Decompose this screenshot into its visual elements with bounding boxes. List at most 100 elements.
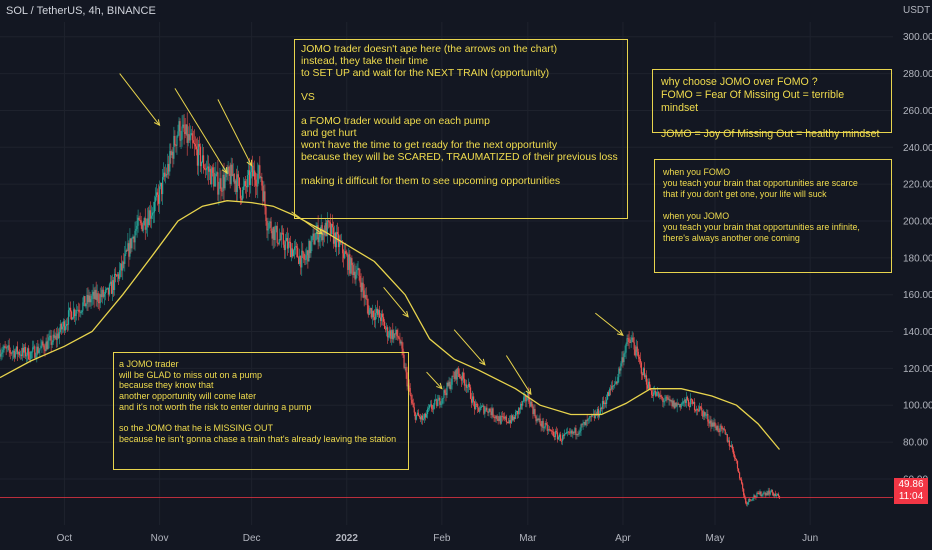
candle-body xyxy=(756,492,758,498)
candle-body xyxy=(327,220,329,222)
candle-body xyxy=(760,491,762,497)
candle-body xyxy=(510,415,513,424)
candle-body xyxy=(753,495,755,499)
time-tick-label: Feb xyxy=(433,533,451,544)
candle-body xyxy=(5,347,7,349)
candle-body xyxy=(342,241,344,254)
candle-body xyxy=(100,294,102,298)
candle-body xyxy=(446,382,448,396)
candle-body xyxy=(675,402,677,407)
candle-body xyxy=(615,381,617,385)
arrow-head xyxy=(479,358,486,366)
candle-body xyxy=(634,349,636,356)
candle-body xyxy=(306,250,308,256)
candle-body xyxy=(73,309,75,318)
candle-body xyxy=(168,163,170,172)
candle-body xyxy=(62,321,65,327)
candle-body xyxy=(117,274,119,277)
candle-body xyxy=(158,186,161,204)
candle-body xyxy=(131,238,133,249)
candle-body xyxy=(404,367,406,369)
candle-body xyxy=(661,396,663,399)
price-tick-label: 80.00 xyxy=(903,438,928,449)
candle-body xyxy=(102,289,104,297)
candle-body xyxy=(453,376,455,379)
candle-body xyxy=(330,223,333,235)
candle-body xyxy=(138,217,140,220)
candle-body xyxy=(632,337,634,343)
candle-body xyxy=(307,250,309,262)
candle-body xyxy=(240,198,243,200)
annotation-why-jomo: why choose JOMO over FOMO ? FOMO = Fear … xyxy=(652,69,892,140)
candle-body xyxy=(457,368,459,374)
candle-body xyxy=(476,404,478,405)
candle-body xyxy=(645,375,648,385)
candle-body xyxy=(754,495,756,497)
candle-body xyxy=(607,392,609,400)
arrow-head xyxy=(246,159,253,167)
price-tick-label: 300.00 xyxy=(903,32,932,43)
candle-body xyxy=(315,232,317,241)
candle-body xyxy=(356,270,358,275)
candle-body xyxy=(61,326,63,330)
candle-body xyxy=(635,346,637,356)
candle-body xyxy=(662,398,664,402)
candle-body xyxy=(360,282,362,292)
candle-body xyxy=(216,172,218,174)
candle-body xyxy=(402,348,404,355)
candle-body xyxy=(631,337,633,340)
candle-body xyxy=(60,323,62,330)
candle-body xyxy=(186,124,188,143)
candle-body xyxy=(696,409,698,411)
candle-body xyxy=(568,431,570,433)
candle-body xyxy=(454,370,456,379)
candle-body xyxy=(203,168,206,170)
candle-body xyxy=(488,408,490,413)
candle-body xyxy=(242,186,245,190)
candle-body xyxy=(285,237,288,242)
candle-body xyxy=(767,490,769,495)
candle-body xyxy=(762,492,764,495)
candle-body xyxy=(444,390,446,393)
candle-body xyxy=(612,385,614,387)
candle-body xyxy=(292,250,295,257)
candle-body xyxy=(641,373,643,376)
candle-body xyxy=(291,248,294,257)
candle-body xyxy=(460,377,462,381)
candle-body xyxy=(86,295,88,304)
candles xyxy=(0,112,781,507)
candle-body xyxy=(256,185,258,187)
candle-body xyxy=(738,472,741,479)
arrow-head xyxy=(221,167,228,175)
candle-body xyxy=(507,421,509,423)
candle-body xyxy=(384,321,386,329)
candle-body xyxy=(690,398,693,400)
candle-body xyxy=(232,173,234,177)
candle-body xyxy=(282,233,284,245)
candle-body xyxy=(243,181,246,187)
candle-body xyxy=(191,133,193,141)
candle-body xyxy=(329,222,331,235)
candle-body xyxy=(459,376,461,378)
candle-body xyxy=(298,257,300,264)
price-tick-label: 260.00 xyxy=(903,106,932,117)
candle-body xyxy=(247,170,250,176)
candle-body xyxy=(519,408,521,410)
candle-body xyxy=(712,422,714,427)
candle-body xyxy=(602,401,605,405)
candle-body xyxy=(442,397,444,399)
candle-body xyxy=(388,335,390,338)
candle-body xyxy=(24,347,27,357)
candle-body xyxy=(447,382,449,386)
candle-body xyxy=(593,413,595,418)
candle-body xyxy=(534,408,536,417)
candle-body xyxy=(726,434,728,442)
annotation-jomo-glad: a JOMO trader will be GLAD to miss out o… xyxy=(113,352,409,470)
candle-body xyxy=(260,176,262,179)
candle-body xyxy=(590,416,592,417)
candle-body xyxy=(331,223,334,228)
candle-body xyxy=(32,347,34,352)
candle-body xyxy=(48,337,50,341)
candle-body xyxy=(456,368,458,380)
